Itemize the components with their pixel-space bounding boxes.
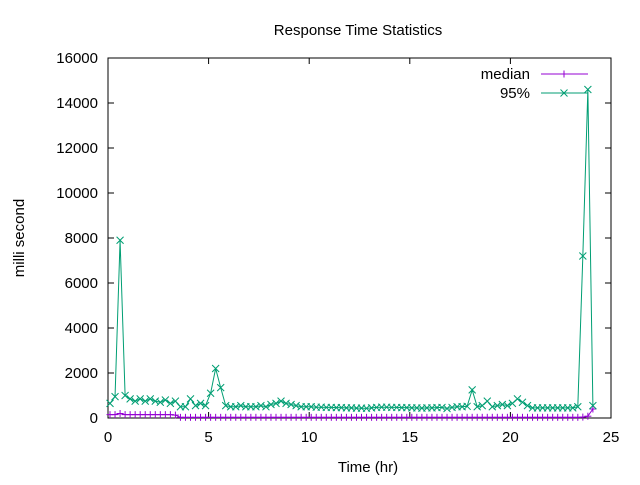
data-point bbox=[141, 397, 150, 405]
data-point bbox=[473, 402, 482, 411]
data-point bbox=[196, 399, 205, 408]
data-point bbox=[111, 392, 119, 401]
data-point bbox=[126, 395, 134, 403]
y-tick-label: 2000 bbox=[65, 365, 98, 382]
plot-frame bbox=[107, 57, 612, 419]
y-tick-label: 16000 bbox=[56, 50, 98, 67]
data-point bbox=[287, 400, 295, 409]
data-point bbox=[579, 413, 587, 421]
data-point bbox=[584, 412, 592, 420]
data-point bbox=[206, 389, 215, 398]
data-point bbox=[589, 405, 597, 413]
y-tick-label: 14000 bbox=[56, 95, 98, 112]
data-point bbox=[216, 383, 225, 392]
y-axis-label: milli second bbox=[11, 199, 28, 277]
legend-label: 95% bbox=[500, 85, 530, 102]
data-point bbox=[181, 402, 190, 411]
series-line bbox=[109, 89, 594, 410]
chart-title: Response Time Statistics bbox=[274, 22, 442, 39]
data-point bbox=[468, 386, 477, 394]
data-point bbox=[267, 400, 275, 409]
y-tick-label: 0 bbox=[90, 410, 98, 427]
data-point bbox=[146, 395, 155, 403]
data-point bbox=[488, 402, 497, 411]
data-point bbox=[221, 401, 230, 410]
data-point bbox=[573, 402, 582, 411]
y-tick-label: 4000 bbox=[65, 320, 98, 337]
data-point bbox=[231, 402, 240, 411]
data-point bbox=[568, 404, 577, 412]
data-point bbox=[282, 399, 290, 408]
data-point bbox=[493, 401, 502, 410]
x-tick-label: 10 bbox=[301, 429, 318, 446]
x-tick-label: 20 bbox=[502, 429, 519, 446]
y-tick-label: 12000 bbox=[56, 140, 98, 157]
data-point bbox=[156, 398, 165, 407]
data-point bbox=[131, 397, 140, 405]
y-tick-label: 8000 bbox=[65, 230, 98, 247]
series-95pct bbox=[106, 85, 597, 413]
data-point bbox=[498, 400, 507, 409]
data-point bbox=[262, 402, 270, 411]
data-point bbox=[171, 411, 179, 419]
data-point bbox=[584, 85, 592, 94]
x-tick-label: 5 bbox=[204, 429, 212, 446]
data-point bbox=[277, 397, 285, 405]
data-point bbox=[443, 404, 451, 413]
data-point bbox=[136, 395, 145, 403]
data-point bbox=[513, 395, 522, 403]
data-point bbox=[252, 402, 260, 411]
legend-label: median bbox=[481, 66, 530, 83]
x-tick-label: 0 bbox=[104, 429, 112, 446]
data-point bbox=[186, 395, 195, 403]
data-point bbox=[292, 401, 300, 410]
data-point bbox=[161, 396, 170, 404]
data-point bbox=[116, 236, 124, 245]
y-tick-label: 10000 bbox=[56, 185, 98, 202]
data-point bbox=[438, 403, 446, 412]
data-point bbox=[523, 401, 532, 410]
data-point bbox=[518, 398, 527, 407]
y-tick-label: 6000 bbox=[65, 275, 98, 292]
data-point bbox=[236, 401, 245, 410]
data-point bbox=[106, 399, 114, 408]
x-axis-label: Time (hr) bbox=[338, 459, 398, 476]
x-tick-label: 25 bbox=[603, 429, 620, 446]
data-point bbox=[257, 401, 265, 410]
data-point bbox=[121, 391, 129, 400]
data-point bbox=[201, 401, 210, 410]
data-point bbox=[116, 410, 124, 417]
data-point bbox=[151, 397, 160, 405]
data-point bbox=[463, 402, 471, 411]
data-point bbox=[166, 399, 175, 408]
data-point bbox=[191, 401, 200, 410]
data-point bbox=[578, 252, 587, 260]
x-tick-label: 15 bbox=[401, 429, 418, 446]
data-point bbox=[503, 401, 512, 410]
data-point bbox=[111, 411, 119, 419]
legend-marker bbox=[560, 70, 568, 78]
series-median bbox=[106, 405, 597, 421]
data-point bbox=[211, 364, 220, 373]
data-point bbox=[272, 399, 280, 408]
legend-marker bbox=[560, 89, 568, 97]
data-point bbox=[589, 401, 597, 410]
